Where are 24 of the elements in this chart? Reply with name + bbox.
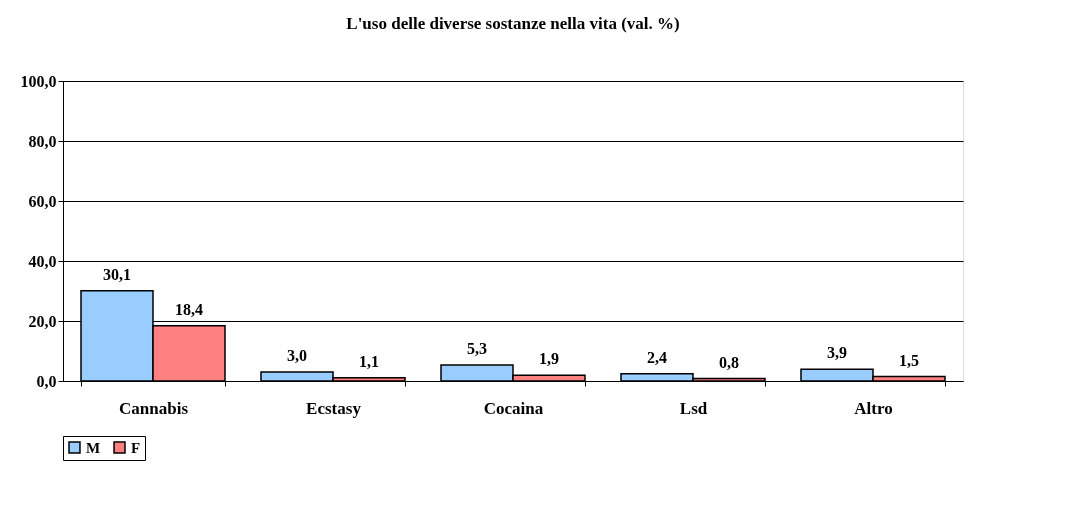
data-label: 30,1 — [103, 265, 131, 283]
data-label: 2,4 — [647, 348, 667, 366]
legend-label: F — [131, 439, 141, 456]
y-tick-label: 60,0 — [28, 192, 57, 210]
data-label: 1,1 — [359, 352, 379, 370]
y-tick-label: 0,0 — [36, 372, 57, 390]
chart-title: L'uso delle diverse sostanze nella vita (val. %) — [346, 14, 680, 33]
data-label: 3,9 — [827, 344, 847, 362]
y-tick-label: 20,0 — [28, 312, 57, 330]
y-tick-label: 40,0 — [28, 252, 57, 270]
data-label: 1,5 — [899, 351, 919, 369]
data-label: 3,0 — [287, 347, 307, 364]
data-label: 1,9 — [539, 350, 559, 368]
x-tick-label: Lsd — [679, 398, 708, 418]
legend-label: M — [86, 439, 101, 456]
data-label: 5,3 — [467, 340, 487, 358]
x-tick-label: Altro — [854, 398, 893, 418]
y-tick-label: 100,0 — [20, 72, 57, 90]
data-label: 0,8 — [719, 353, 739, 371]
x-tick-label: Cannabis — [119, 398, 189, 418]
y-tick-label: 80,0 — [28, 132, 57, 150]
x-tick-label: Ecstasy — [306, 398, 362, 418]
x-tick-label: Cocaina — [483, 398, 544, 418]
data-label: 18,4 — [175, 300, 203, 318]
